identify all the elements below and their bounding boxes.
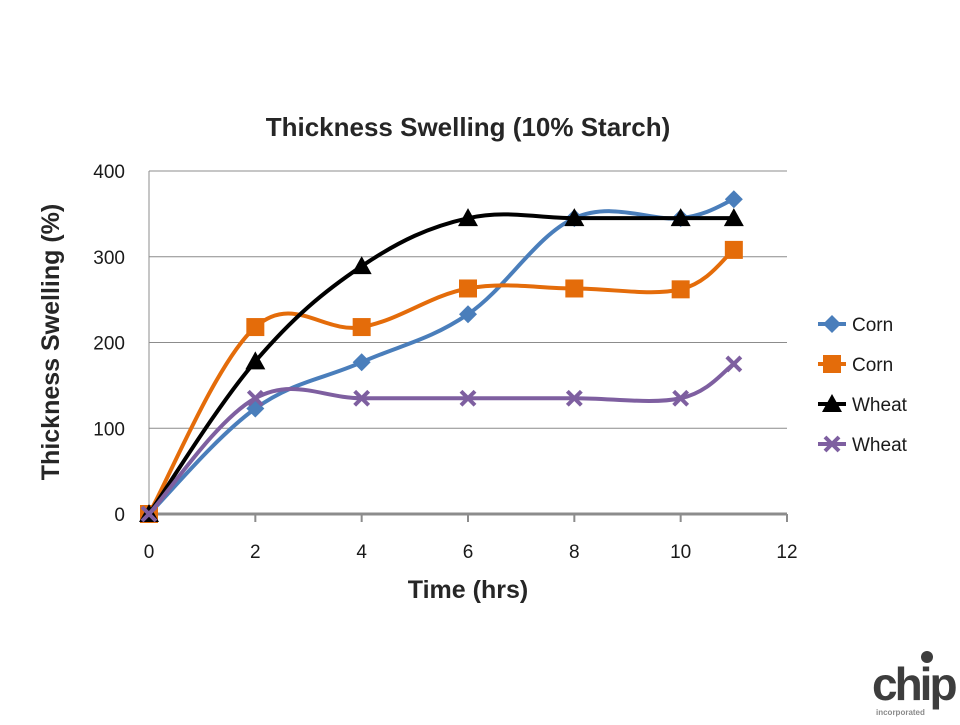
data-point bbox=[459, 279, 477, 298]
data-point bbox=[724, 240, 743, 259]
data-point bbox=[724, 190, 743, 209]
data-point bbox=[459, 389, 477, 407]
data-point bbox=[246, 389, 264, 407]
data-point bbox=[671, 280, 690, 299]
logo-text: chip bbox=[872, 658, 956, 710]
legend-label: Wheat bbox=[852, 435, 908, 456]
legend-item: Wheat bbox=[818, 435, 908, 456]
legend-label: Corn bbox=[852, 315, 893, 336]
data-point bbox=[564, 208, 585, 227]
legend-marker bbox=[823, 355, 841, 373]
y-tick-label: 200 bbox=[93, 334, 125, 355]
series-3 bbox=[140, 355, 743, 523]
y-tick-label: 400 bbox=[93, 162, 125, 183]
x-tick-label: 8 bbox=[569, 542, 580, 563]
data-point bbox=[352, 318, 371, 337]
y-tick-label: 100 bbox=[93, 419, 125, 440]
y-tick-label: 0 bbox=[114, 505, 125, 526]
axes bbox=[148, 171, 788, 522]
data-point bbox=[140, 505, 158, 523]
chip-logo-icon: chip incorporated bbox=[866, 648, 960, 720]
data-point bbox=[245, 351, 266, 370]
y-tick-label: 300 bbox=[93, 248, 125, 269]
legend-item: Corn bbox=[818, 315, 893, 336]
series-1 bbox=[140, 240, 743, 523]
x-tick-label: 6 bbox=[463, 542, 474, 563]
data-point bbox=[565, 389, 583, 407]
series-line bbox=[147, 247, 736, 516]
data-point bbox=[672, 389, 690, 407]
chart-title: Thickness Swelling (10% Starch) bbox=[266, 112, 671, 142]
data-point bbox=[670, 208, 691, 227]
tick-labels: 0 100 200 300 400 0 2 4 6 8 10 12 bbox=[93, 162, 797, 563]
chip-logo: chip incorporated bbox=[866, 648, 960, 720]
grid bbox=[149, 170, 787, 429]
legend-marker bbox=[823, 435, 841, 453]
series-lines bbox=[139, 190, 744, 523]
data-point bbox=[352, 353, 371, 372]
data-point bbox=[351, 256, 372, 275]
data-point bbox=[565, 279, 584, 298]
series-line bbox=[147, 361, 736, 516]
y-axis-title: Thickness Swelling (%) bbox=[37, 204, 65, 480]
data-point bbox=[723, 208, 744, 227]
series-line bbox=[147, 197, 736, 516]
legend-marker bbox=[823, 315, 841, 333]
x-axis-title: Time (hrs) bbox=[408, 576, 528, 604]
data-point bbox=[459, 305, 477, 324]
legend-item: Corn bbox=[818, 355, 893, 376]
data-point bbox=[246, 318, 265, 337]
data-point bbox=[353, 389, 371, 407]
legend-label: Wheat bbox=[852, 395, 908, 416]
x-tick-label: 10 bbox=[670, 542, 691, 563]
series-2 bbox=[139, 208, 744, 522]
legend-label: Corn bbox=[852, 355, 893, 376]
logo-subtext: incorporated bbox=[876, 708, 925, 717]
x-tick-label: 0 bbox=[144, 542, 155, 563]
x-tick-label: 4 bbox=[356, 542, 367, 563]
legend-marker bbox=[822, 394, 842, 412]
x-tick-label: 2 bbox=[250, 542, 261, 563]
series-line bbox=[147, 212, 736, 516]
x-tick-label: 12 bbox=[776, 542, 797, 563]
data-point bbox=[725, 355, 743, 373]
data-point bbox=[458, 208, 478, 227]
legend-item: Wheat bbox=[818, 394, 908, 416]
legend: Corn Corn Wheat Wheat bbox=[818, 315, 908, 456]
